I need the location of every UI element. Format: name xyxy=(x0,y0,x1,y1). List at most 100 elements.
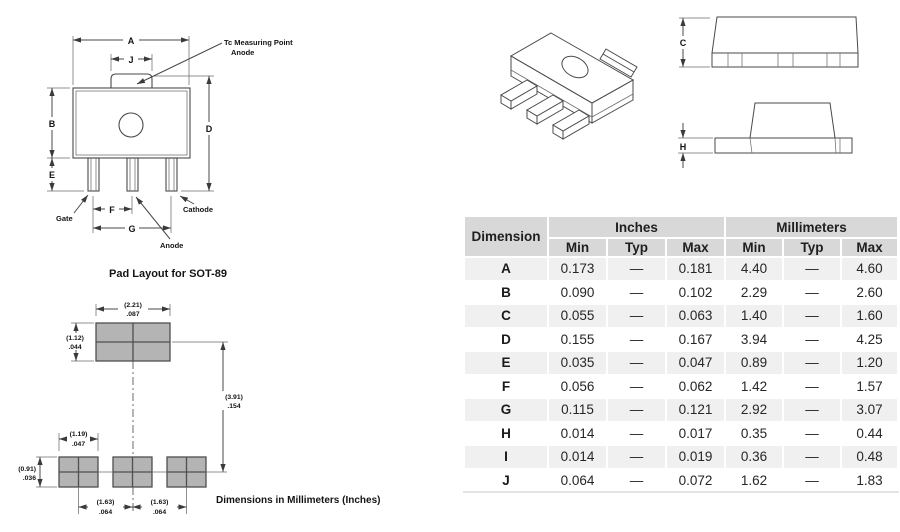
value-cell: 0.064 xyxy=(547,467,608,493)
value-cell: 0.35 xyxy=(724,420,785,446)
value-cell: — xyxy=(782,256,843,282)
anode-leader-line xyxy=(135,196,171,240)
value-cell: 0.047 xyxy=(664,350,727,376)
isometric-view-drawing xyxy=(500,32,638,140)
value-cell: 1.57 xyxy=(840,373,900,399)
value-cell: — xyxy=(782,444,843,470)
value-cell: 0.063 xyxy=(664,303,727,329)
dim-label-B: B xyxy=(49,119,56,129)
value-cell: 0.167 xyxy=(664,326,727,352)
tc-leader-line xyxy=(136,42,223,85)
value-cell: 2.92 xyxy=(724,397,785,423)
table-subheader-row: Min Typ Max Min Typ Max xyxy=(464,237,900,258)
anode-label: Anode xyxy=(160,241,183,250)
value-cell: 0.055 xyxy=(547,303,608,329)
value-cell: — xyxy=(606,350,667,376)
dim-label-G: G xyxy=(128,224,135,234)
pad-span-in: .154 xyxy=(227,403,240,410)
dim-cell: E xyxy=(463,350,549,376)
value-cell: — xyxy=(606,444,667,470)
top-pad-height-in: .044 xyxy=(68,344,81,351)
thermal-hole xyxy=(118,112,144,138)
lead-anode xyxy=(126,157,139,192)
lead-cathode xyxy=(165,157,178,192)
table-row: E 0.035 — 0.047 0.89 — 1.20 xyxy=(463,350,900,376)
dim-cell: J xyxy=(463,467,549,493)
iso-thermal-hole xyxy=(561,55,589,79)
front-view-drawing: A J B E D F G Tc Measuring Point Anode G… xyxy=(45,34,293,250)
table-row: F 0.056 — 0.062 1.42 — 1.57 xyxy=(463,373,900,399)
value-cell: 4.25 xyxy=(840,326,900,352)
header-in-typ: Typ xyxy=(606,237,667,258)
value-cell: — xyxy=(782,350,843,376)
dim-label-E: E xyxy=(49,170,55,180)
top-pad-width-mm: (2.21) xyxy=(124,302,142,309)
value-cell: 0.056 xyxy=(547,373,608,399)
dim-cell: I xyxy=(463,444,549,470)
dim-label-J: J xyxy=(128,55,133,65)
value-cell: 1.83 xyxy=(840,467,900,493)
gate-leader-line xyxy=(73,194,89,214)
dimension-table-container: Dimension Inches Millimeters Min Typ Max… xyxy=(463,215,900,493)
side-view-drawing: C xyxy=(676,16,859,68)
header-dimension: Dimension xyxy=(463,215,549,258)
dim-label-F: F xyxy=(109,205,115,215)
table-row: J 0.064 — 0.072 1.62 — 1.83 xyxy=(463,467,900,493)
bottom-pad-height-mm: (0.91) xyxy=(18,466,36,473)
value-cell: — xyxy=(782,397,843,423)
value-cell: 1.60 xyxy=(840,303,900,329)
value-cell: 1.62 xyxy=(724,467,785,493)
header-mm-typ: Typ xyxy=(782,237,843,258)
top-pad-height-mm: (1.12) xyxy=(66,335,84,342)
package-body-inner-line xyxy=(75,90,188,156)
value-cell: — xyxy=(606,279,667,305)
end-lead-strip xyxy=(714,137,853,154)
value-cell: 0.121 xyxy=(664,397,727,423)
value-cell: — xyxy=(782,467,843,493)
dimension-table: Dimension Inches Millimeters Min Typ Max… xyxy=(463,215,900,493)
value-cell: — xyxy=(782,303,843,329)
value-cell: 0.48 xyxy=(840,444,900,470)
dim-cell: A xyxy=(463,256,549,282)
value-cell: 0.173 xyxy=(547,256,608,282)
value-cell: 3.07 xyxy=(840,397,900,423)
value-cell: — xyxy=(606,397,667,423)
dim-cell: G xyxy=(463,397,549,423)
value-cell: — xyxy=(606,467,667,493)
dim-cell: D xyxy=(463,326,549,352)
dim-cell: C xyxy=(463,303,549,329)
units-footnote: Dimensions in Millimeters (Inches) xyxy=(216,495,380,506)
iso-lead-3 xyxy=(552,109,590,140)
value-cell: 0.062 xyxy=(664,373,727,399)
value-cell: — xyxy=(606,303,667,329)
value-cell: 0.44 xyxy=(840,420,900,446)
value-cell: 2.60 xyxy=(840,279,900,305)
value-cell: 3.94 xyxy=(724,326,785,352)
iso-lead-2 xyxy=(526,94,564,125)
tc-measuring-point-label: Tc Measuring Point xyxy=(224,38,293,47)
pad-pitch-left-mm: (1.63) xyxy=(97,499,115,506)
bottom-pad-width-in: .047 xyxy=(72,441,85,448)
tc-anode-label: Anode xyxy=(231,48,254,57)
bottom-pad-width-mm: (1.19) xyxy=(70,431,88,438)
end-view-drawing: H xyxy=(678,102,853,168)
value-cell: 0.155 xyxy=(547,326,608,352)
value-cell: 1.42 xyxy=(724,373,785,399)
dim-label-C: C xyxy=(680,38,687,48)
top-pad-width-in: .087 xyxy=(126,311,139,318)
dim-label-H: H xyxy=(680,142,687,152)
value-cell: 0.014 xyxy=(547,444,608,470)
iso-body-right xyxy=(591,79,634,124)
value-cell: 0.035 xyxy=(547,350,608,376)
value-cell: 0.017 xyxy=(664,420,727,446)
value-cell: — xyxy=(782,373,843,399)
table-row: D 0.155 — 0.167 3.94 — 4.25 xyxy=(463,326,900,352)
pad-pitch-right-mm: (1.63) xyxy=(151,499,169,506)
value-cell: — xyxy=(782,420,843,446)
pad-pitch-left-in: .064 xyxy=(99,509,112,516)
header-mm-max: Max xyxy=(840,237,900,258)
header-in-min: Min xyxy=(547,237,608,258)
pad-pitch-right-in: .064 xyxy=(153,509,166,516)
table-row: G 0.115 — 0.121 2.92 — 3.07 xyxy=(463,397,900,423)
